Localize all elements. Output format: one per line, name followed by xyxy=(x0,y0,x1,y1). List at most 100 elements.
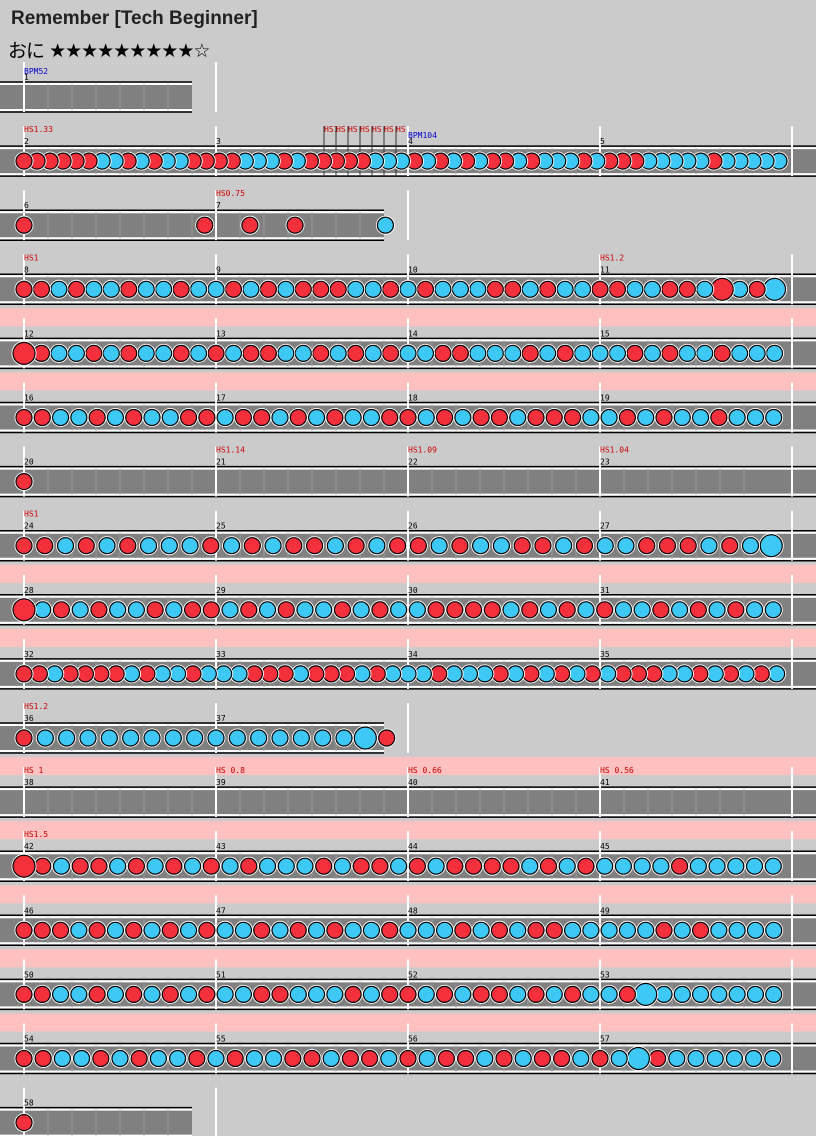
ka-note xyxy=(618,921,637,939)
don-note xyxy=(312,344,330,362)
ka-note xyxy=(768,665,786,683)
ka-note xyxy=(430,537,448,555)
don-note xyxy=(648,1049,667,1068)
scroll-speed-label: HS 1 xyxy=(24,766,43,775)
don-note xyxy=(545,921,563,939)
ka-note xyxy=(744,1049,763,1068)
don-note xyxy=(408,857,426,875)
don-note xyxy=(198,985,216,1004)
ka-note xyxy=(417,921,435,939)
ka-note xyxy=(678,344,696,362)
ka-note xyxy=(746,408,765,427)
ka-note xyxy=(509,921,527,939)
don-note xyxy=(15,408,33,427)
don-note xyxy=(326,921,344,939)
measure-number: 25 xyxy=(216,522,226,531)
ka-note xyxy=(633,601,651,619)
ka-note xyxy=(98,537,116,555)
ka-note xyxy=(277,280,295,298)
ka-note xyxy=(509,985,527,1004)
ka-note xyxy=(539,344,557,362)
measure-number: 57 xyxy=(600,1035,610,1044)
measure-number: 11 xyxy=(600,265,610,274)
don-note xyxy=(198,921,216,939)
ka-note xyxy=(50,280,68,298)
ka-note xyxy=(179,985,198,1004)
don-note xyxy=(713,344,731,362)
don-note xyxy=(15,473,33,491)
ka-note xyxy=(660,665,678,683)
ka-note xyxy=(189,280,208,298)
ka-note xyxy=(352,601,370,619)
don-note xyxy=(226,1049,244,1068)
ka-note xyxy=(745,601,764,619)
don-note xyxy=(52,601,71,619)
ka-note xyxy=(727,857,745,875)
don-note xyxy=(502,857,520,875)
ka-note xyxy=(161,408,179,427)
ka-note xyxy=(56,537,75,555)
ka-note xyxy=(762,277,787,301)
ka-note xyxy=(322,1049,340,1068)
measure-number: 24 xyxy=(24,522,34,531)
ka-note xyxy=(671,601,689,619)
don-note xyxy=(146,601,164,619)
ka-note xyxy=(111,1049,129,1068)
don-note xyxy=(15,537,33,555)
don-note xyxy=(661,280,679,298)
don-note xyxy=(15,1049,33,1068)
ka-note xyxy=(307,921,326,939)
don-note xyxy=(614,665,632,683)
ka-note xyxy=(106,921,125,939)
ka-note xyxy=(417,985,435,1004)
don-note xyxy=(240,857,258,875)
ka-note xyxy=(364,280,382,298)
don-note xyxy=(691,665,709,683)
measure-number: 5 xyxy=(600,137,605,146)
don-note xyxy=(15,216,33,234)
ka-note xyxy=(633,857,651,875)
scroll-speed-label: HS xyxy=(348,125,358,134)
don-note xyxy=(184,665,202,683)
ka-note xyxy=(673,408,691,427)
ka-note xyxy=(326,537,344,555)
ka-note xyxy=(418,1049,436,1068)
don-note xyxy=(671,857,689,875)
ka-note xyxy=(460,665,479,683)
ka-note xyxy=(106,985,125,1004)
ka-note xyxy=(668,1049,686,1068)
don-note xyxy=(618,408,637,427)
don-note xyxy=(618,985,637,1004)
don-note xyxy=(678,280,696,298)
scroll-speed-label: HS1 xyxy=(24,253,39,262)
ka-note xyxy=(472,921,490,939)
ka-note xyxy=(600,985,618,1004)
don-note xyxy=(655,408,673,427)
don-note xyxy=(727,601,745,619)
don-note xyxy=(591,1049,609,1068)
measure-number: 51 xyxy=(216,970,226,979)
measure-number: 32 xyxy=(24,650,34,659)
scroll-speed-label: HS 0.66 xyxy=(408,766,442,775)
ka-note xyxy=(216,408,234,427)
ka-note xyxy=(109,601,127,619)
don-note xyxy=(464,857,483,875)
don-note xyxy=(558,601,576,619)
don-note xyxy=(33,921,51,939)
don-note xyxy=(378,729,396,747)
don-note xyxy=(172,344,190,362)
don-note xyxy=(125,985,143,1004)
don-note xyxy=(409,537,427,555)
ka-note xyxy=(294,344,312,362)
ka-note xyxy=(143,729,161,747)
ka-note xyxy=(50,344,68,362)
ka-note xyxy=(234,921,253,939)
don-note xyxy=(76,665,95,683)
don-note xyxy=(416,280,435,298)
ka-note xyxy=(600,408,618,427)
don-note xyxy=(88,921,106,939)
ka-note xyxy=(207,280,225,298)
ka-note xyxy=(53,1049,72,1068)
don-note xyxy=(490,408,509,427)
